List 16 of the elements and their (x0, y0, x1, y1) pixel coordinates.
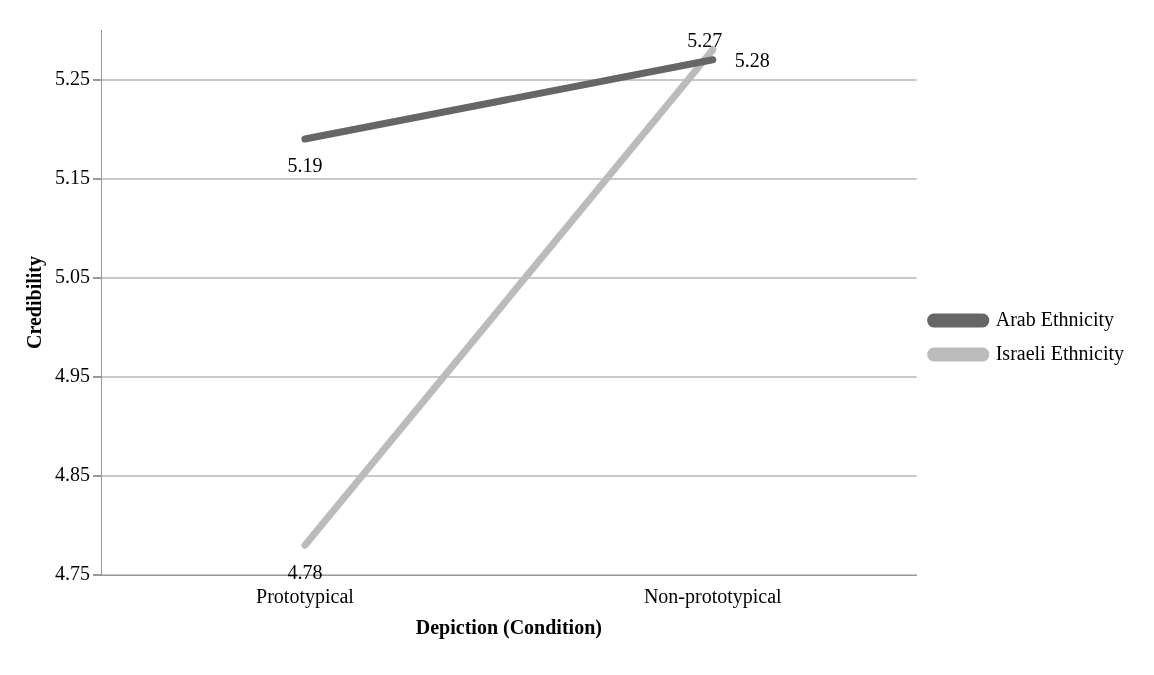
y-tick-label: 4.75 (55, 562, 90, 585)
y-tick-label: 4.85 (55, 463, 90, 486)
y-tick-label: 5.05 (55, 264, 90, 287)
legend-label: Arab Ethnicity (995, 307, 1115, 331)
x-axis-title: Depiction (Condition) (415, 616, 602, 640)
y-tick-label: 4.95 (55, 364, 90, 387)
data-label: 5.28 (734, 49, 770, 72)
x-tick-label: Non-prototypical (643, 585, 783, 609)
y-tick-label: 5.15 (55, 165, 90, 188)
data-label: 5.19 (287, 154, 323, 177)
y-axis-title: Credibility (23, 256, 47, 349)
data-label: 5.27 (687, 28, 723, 51)
legend-label: Israeli Ethnicity (995, 341, 1125, 365)
y-tick-label: 5.25 (55, 66, 90, 89)
data-label: 4.78 (287, 560, 323, 583)
x-tick-label: Prototypical (256, 585, 355, 609)
